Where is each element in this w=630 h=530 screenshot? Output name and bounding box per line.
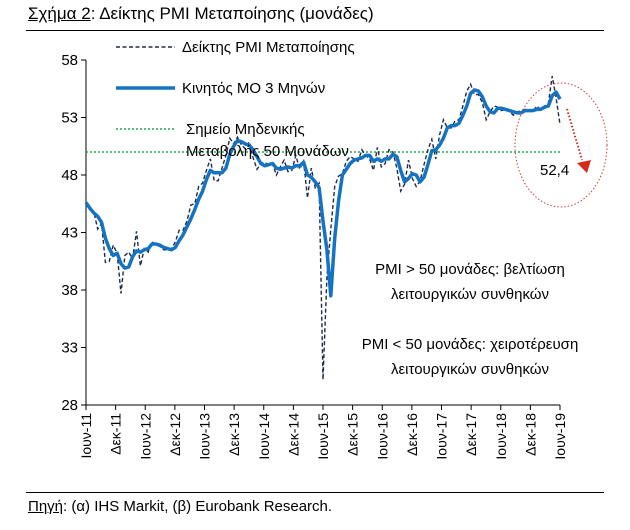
annotation-below-line2: λειτουργικών συνθηκών bbox=[391, 361, 549, 378]
latest-value-label: 52,4 bbox=[540, 162, 569, 179]
x-tick-label: Δεκ-14 bbox=[285, 413, 301, 456]
highlight-arrow-head bbox=[577, 160, 591, 173]
x-tick-label: Ιουν-17 bbox=[434, 413, 450, 460]
x-tick-label: Ιουν-13 bbox=[197, 413, 213, 460]
x-tick-label: Δεκ-12 bbox=[167, 413, 183, 456]
figure-title: Σχήμα 2: Δείκτης PMI Μεταποίησης (μονάδε… bbox=[28, 4, 374, 24]
x-axis-ticks: Ιουν-11 Δεκ-11 Ιουν-12 Δεκ-12 Ιουν-13 Δεκ-13 Ι… bbox=[78, 405, 568, 460]
y-tick-label: 28 bbox=[61, 397, 78, 414]
annotation-above-line2: λειτουργικών συνθηκών bbox=[391, 286, 549, 303]
y-axis-ticks: 28 33 38 43 48 53 58 bbox=[61, 52, 86, 414]
annotation-above-line1: PMI > 50 μονάδες: βελτίωση bbox=[375, 261, 565, 278]
x-tick-label: Ιουν-16 bbox=[374, 413, 390, 460]
x-tick-label: Δεκ-13 bbox=[226, 413, 242, 456]
source-label: Πηγή bbox=[28, 498, 64, 515]
x-tick-label: Δεκ-15 bbox=[345, 413, 361, 456]
x-tick-label: Ιουν-12 bbox=[137, 413, 153, 460]
y-tick-label: 43 bbox=[61, 225, 78, 242]
x-tick-label: Δεκ-11 bbox=[108, 413, 124, 455]
chart-series bbox=[84, 75, 562, 380]
y-tick-label: 53 bbox=[61, 110, 78, 127]
x-tick-label: Ιουν-14 bbox=[256, 413, 272, 460]
source-text: : (α) IHS Markit, (β) Eurobank Research. bbox=[63, 498, 333, 515]
title-rule bbox=[26, 30, 604, 31]
y-tick-label: 38 bbox=[61, 282, 78, 299]
x-tick-label: Δεκ-17 bbox=[463, 413, 479, 456]
latest-highlight: 52,4 bbox=[514, 82, 608, 208]
highlight-ellipse bbox=[514, 82, 608, 208]
x-tick-label: Ιουν-15 bbox=[315, 413, 331, 460]
chart-annotations: PMI > 50 μονάδες: βελτίωση λειτουργικών σ… bbox=[362, 261, 579, 378]
y-tick-label: 33 bbox=[61, 340, 78, 357]
legend-label-reference-line1: Σημείο Μηδενικής bbox=[186, 121, 305, 138]
y-tick-label: 48 bbox=[61, 167, 78, 184]
legend-label-pmi: Δείκτης PMI Μεταποίησης bbox=[182, 39, 355, 56]
figure-label: Σχήμα 2 bbox=[28, 4, 91, 23]
x-tick-label: Δεκ-16 bbox=[404, 413, 420, 456]
legend-label-reference-line2: Μεταβολής 50 Μονάδων bbox=[186, 143, 349, 160]
series-line-moving-average bbox=[84, 88, 562, 298]
highlight-arrow-shaft bbox=[566, 108, 583, 161]
x-tick-label: Δεκ-18 bbox=[522, 413, 538, 456]
pmi-chart: 28 33 38 43 48 53 58 Ιουν-11 Δεκ-11 Ιουν-12 Δεκ-1… bbox=[61, 39, 608, 460]
chart-legend: Δείκτης PMI Μεταποίησης Κινητός ΜΟ 3 Μηνώ… bbox=[116, 39, 355, 160]
source-rule bbox=[26, 492, 604, 493]
source-note: Πηγή: (α) IHS Markit, (β) Eurobank Resea… bbox=[28, 498, 332, 515]
annotation-below-line1: PMI < 50 μονάδες: χειροτέρευση bbox=[362, 336, 579, 353]
y-tick-label: 58 bbox=[61, 52, 78, 69]
legend-label-moving-average: Κινητός ΜΟ 3 Μηνών bbox=[182, 80, 325, 97]
x-tick-label: Ιουν-19 bbox=[552, 413, 568, 460]
series-line-pmi bbox=[85, 75, 561, 380]
x-tick-label: Ιουν-11 bbox=[78, 413, 94, 459]
x-tick-label: Ιουν-18 bbox=[493, 413, 509, 460]
figure-title-text: : Δείκτης PMI Μεταποίησης (μονάδες) bbox=[90, 4, 374, 23]
